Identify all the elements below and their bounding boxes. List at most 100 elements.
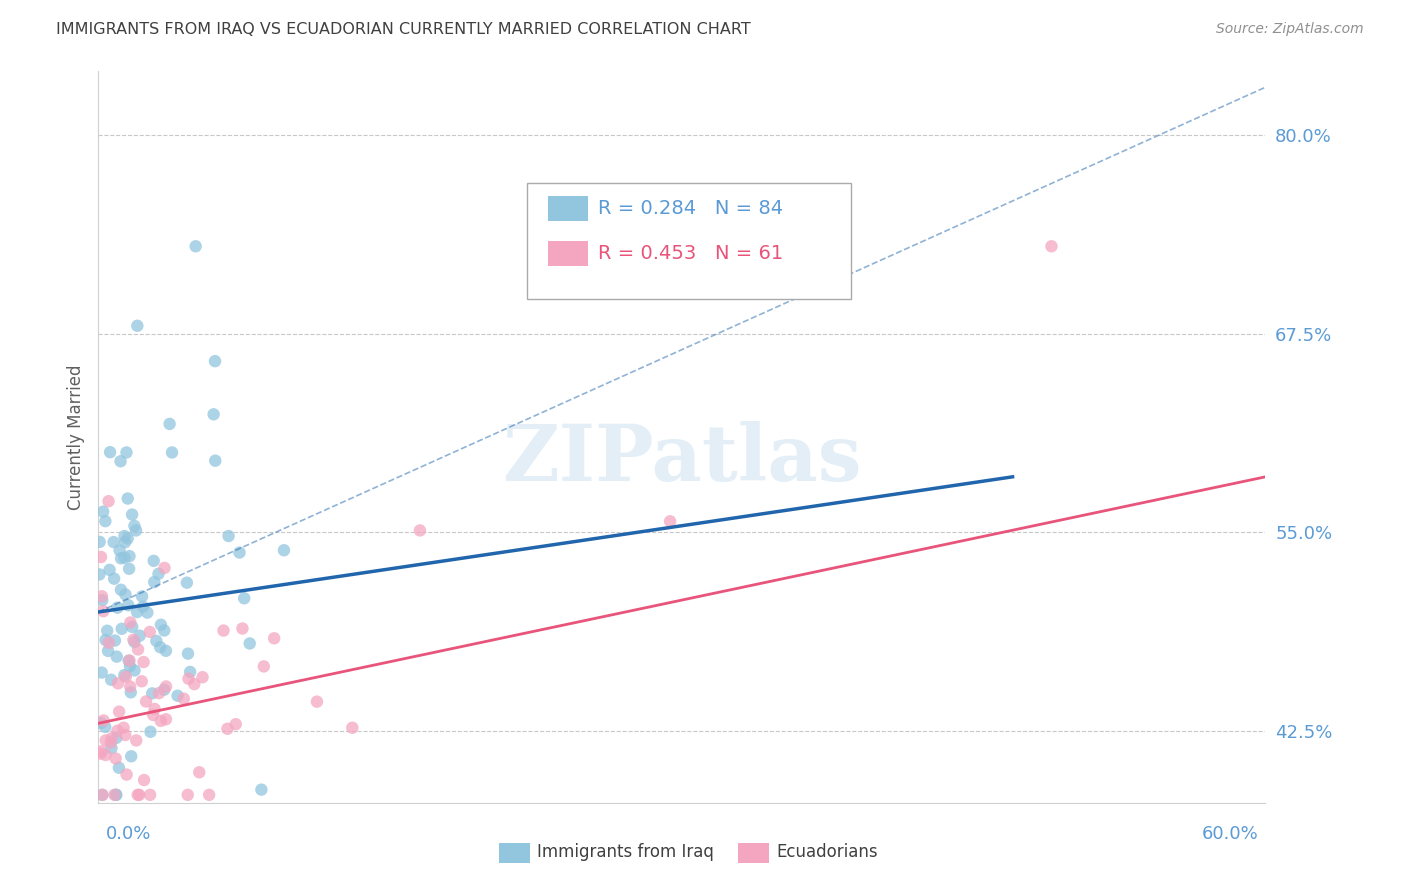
Point (139, 724, 162, 739)
Point (149, 617, 172, 632)
Text: Immigrants from Iraq: Immigrants from Iraq (537, 843, 714, 861)
Point (111, 622, 134, 636)
Point (1040, 239, 1063, 253)
Point (104, 633, 127, 648)
Point (94, 747, 117, 762)
Point (128, 629, 150, 643)
Point (91, 505, 114, 519)
Point (231, 622, 253, 636)
Point (149, 714, 172, 728)
Point (127, 788, 149, 802)
Point (107, 600, 129, 615)
Point (124, 664, 146, 678)
Point (202, 408, 225, 422)
Point (105, 731, 128, 745)
Text: R = 0.284   N = 84: R = 0.284 N = 84 (598, 199, 783, 219)
Point (93, 714, 115, 728)
Point (89, 567, 111, 582)
Point (217, 722, 239, 736)
Point (184, 239, 207, 253)
Point (135, 694, 157, 708)
Point (105, 788, 128, 802)
Point (114, 550, 136, 565)
Point (94, 632, 117, 647)
Point (148, 566, 170, 581)
Point (173, 691, 195, 706)
Point (104, 788, 127, 802)
Point (108, 705, 131, 719)
Point (177, 647, 200, 661)
Point (90, 744, 112, 758)
Point (103, 535, 125, 549)
Point (114, 535, 136, 549)
Point (97, 636, 120, 650)
Point (103, 788, 125, 802)
Point (155, 644, 177, 658)
Point (228, 545, 250, 559)
Point (108, 543, 131, 558)
Point (114, 728, 136, 742)
Point (148, 686, 170, 700)
Point (118, 659, 141, 673)
Text: Source: ZipAtlas.com: Source: ZipAtlas.com (1216, 22, 1364, 37)
Point (120, 615, 142, 630)
Point (127, 318, 149, 333)
Point (132, 599, 155, 614)
Point (225, 717, 247, 731)
Point (342, 721, 364, 735)
Point (107, 676, 129, 690)
Point (273, 543, 295, 558)
Point (110, 551, 132, 566)
Point (120, 680, 142, 694)
Point (118, 653, 141, 667)
Point (97, 644, 120, 658)
Point (100, 673, 122, 687)
Point (125, 733, 148, 747)
Point (121, 620, 143, 634)
Point (90, 665, 112, 680)
Point (125, 605, 148, 619)
Point (120, 749, 142, 764)
Point (142, 554, 165, 568)
Point (118, 654, 141, 668)
Point (177, 788, 200, 802)
Point (91, 604, 114, 618)
Point (120, 685, 142, 699)
Point (142, 708, 165, 723)
Point (107, 723, 129, 738)
Point (127, 642, 149, 657)
Point (155, 680, 177, 694)
Text: IMMIGRANTS FROM IRAQ VS ECUADORIAN CURRENTLY MARRIED CORRELATION CHART: IMMIGRANTS FROM IRAQ VS ECUADORIAN CURRE… (56, 22, 751, 37)
Point (409, 524, 432, 538)
Point (188, 765, 211, 780)
Point (204, 453, 226, 467)
Point (131, 674, 153, 689)
Point (145, 633, 167, 648)
Point (153, 682, 176, 697)
Point (112, 668, 135, 682)
Point (141, 686, 163, 700)
Point (124, 519, 146, 533)
Point (117, 532, 139, 546)
Point (91, 788, 114, 802)
Point (128, 788, 150, 802)
Point (117, 599, 139, 613)
Point (166, 689, 188, 703)
Point (98, 563, 121, 577)
Point (153, 561, 176, 575)
Point (112, 721, 135, 735)
Point (143, 702, 166, 716)
Point (114, 587, 136, 601)
Point (91, 590, 114, 604)
Point (122, 632, 145, 647)
Point (139, 788, 162, 802)
Point (155, 712, 177, 726)
Point (110, 582, 132, 597)
Point (149, 640, 172, 655)
Point (139, 624, 162, 639)
Point (89, 534, 111, 549)
Y-axis label: Currently Married: Currently Married (66, 364, 84, 510)
Point (212, 624, 235, 638)
Point (118, 549, 141, 563)
Point (115, 445, 138, 459)
